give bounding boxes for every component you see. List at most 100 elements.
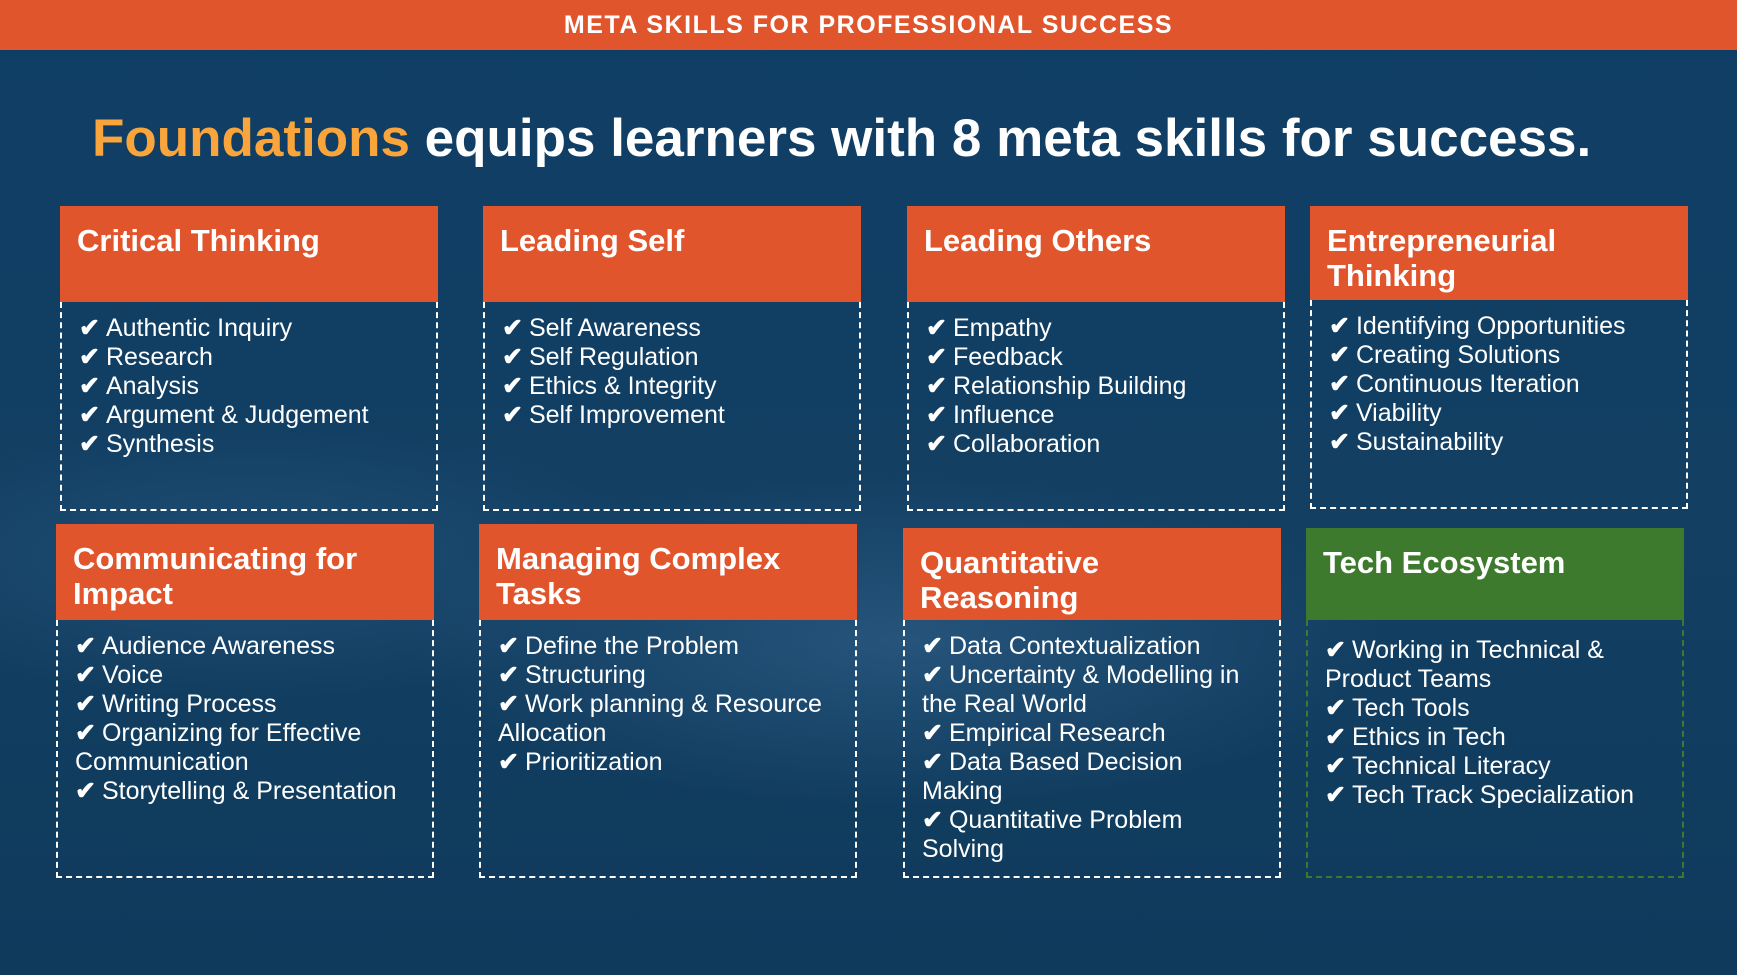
check-icon: ✔	[79, 343, 100, 371]
skill-item: ✔ Sustainability	[1329, 428, 1504, 456]
skill-item: ✔ Identifying Opportunities	[1329, 312, 1626, 340]
check-icon: ✔	[79, 314, 100, 342]
card-body-leading-others: ✔ Empathy ✔ Feedback ✔ Relationship Buildin…	[907, 302, 1285, 511]
skill-item: ✔ Quantitative Problem Solving	[922, 806, 1183, 863]
skill-item: ✔ Synthesis	[79, 430, 215, 458]
card-title: Tech Ecosystem	[1323, 545, 1566, 580]
skill-item: ✔ Define the Problem	[498, 632, 739, 660]
skill-item: ✔ Writing Process	[75, 690, 277, 718]
skill-item: ✔ Collaboration	[926, 430, 1101, 458]
check-icon: ✔	[1325, 781, 1346, 809]
check-icon: ✔	[1325, 694, 1346, 722]
skill-item: ✔ Data Based Decision Making	[922, 748, 1183, 805]
check-icon: ✔	[75, 661, 96, 689]
skill-item: ✔ Work planning & Resource Allocation	[498, 690, 822, 747]
skill-item: ✔ Relationship Building	[926, 372, 1187, 400]
headline-highlight: Foundations	[92, 109, 410, 168]
check-icon: ✔	[75, 632, 96, 660]
check-icon: ✔	[926, 314, 947, 342]
check-icon: ✔	[1329, 399, 1350, 427]
card-title: Entrepreneurial Thinking	[1327, 223, 1557, 293]
check-icon: ✔	[922, 806, 943, 834]
check-icon: ✔	[498, 661, 519, 689]
card-header-leading-self: Leading Self	[483, 206, 861, 302]
card-body-managing-complex-tasks: ✔ Define the Problem ✔ Structuring ✔ Work p…	[479, 620, 857, 878]
skill-item: ✔ Storytelling & Presentation	[75, 777, 397, 805]
headline: Foundations equips learners with 8 meta …	[92, 108, 1692, 169]
check-icon: ✔	[498, 748, 519, 776]
skill-item: ✔ Argument & Judgement	[79, 401, 369, 429]
card-title: Leading Others	[924, 223, 1152, 258]
skill-item: ✔ Empirical Research	[922, 719, 1166, 747]
check-icon: ✔	[502, 401, 523, 429]
card-header-leading-others: Leading Others	[907, 206, 1285, 302]
skill-item: ✔ Technical Literacy	[1325, 752, 1551, 780]
card-body-quantitative-reasoning: ✔ Data Contextualization ✔ Uncertainty & M…	[903, 620, 1281, 878]
skill-item: ✔ Self Regulation	[502, 343, 699, 371]
skill-item: ✔ Influence	[926, 401, 1055, 429]
card-header-entrepreneurial-thinking: Entrepreneurial Thinking	[1310, 206, 1688, 300]
card-body-critical-thinking: ✔ Authentic Inquiry ✔ Research ✔ Analysis ✔…	[60, 302, 438, 511]
check-icon: ✔	[1329, 341, 1350, 369]
skill-item: ✔ Feedback	[926, 343, 1063, 371]
card-body-entrepreneurial-thinking: ✔ Identifying Opportunities ✔ Creating Sol…	[1310, 300, 1688, 509]
check-icon: ✔	[79, 430, 100, 458]
card-body-leading-self: ✔ Self Awareness ✔ Self Regulation ✔ Ethics…	[483, 302, 861, 511]
check-icon: ✔	[922, 632, 943, 660]
check-icon: ✔	[926, 401, 947, 429]
check-icon: ✔	[922, 719, 943, 747]
check-icon: ✔	[502, 314, 523, 342]
card-header-managing-complex-tasks: Managing Complex Tasks	[479, 524, 857, 620]
card-title: Quantitative Reasoning	[920, 545, 1100, 615]
skill-item: ✔ Self Awareness	[502, 314, 701, 342]
check-icon: ✔	[1329, 312, 1350, 340]
skill-item: ✔ Creating Solutions	[1329, 341, 1561, 369]
check-icon: ✔	[502, 372, 523, 400]
card-title: Communicating for Impact	[73, 541, 358, 611]
check-icon: ✔	[75, 690, 96, 718]
check-icon: ✔	[75, 777, 96, 805]
check-icon: ✔	[498, 690, 519, 718]
check-icon: ✔	[75, 719, 96, 747]
skill-item: ✔ Self Improvement	[502, 401, 725, 429]
check-icon: ✔	[1325, 752, 1346, 780]
check-icon: ✔	[922, 661, 943, 689]
check-icon: ✔	[1325, 636, 1346, 664]
check-icon: ✔	[502, 343, 523, 371]
card-header-communicating-for-impact: Communicating for Impact	[56, 524, 434, 620]
skill-item: ✔ Uncertainty & Modelling in the Real Wor…	[922, 661, 1240, 718]
skill-item: ✔ Continuous Iteration	[1329, 370, 1580, 398]
card-title: Managing Complex Tasks	[496, 541, 781, 611]
card-body-tech-ecosystem: ✔ Working in Technical & Product Teams ✔ T…	[1306, 620, 1684, 878]
check-icon: ✔	[922, 748, 943, 776]
skill-item: ✔ Structuring	[498, 661, 646, 689]
check-icon: ✔	[926, 372, 947, 400]
check-icon: ✔	[1325, 723, 1346, 751]
skill-item: ✔ Research	[79, 343, 213, 371]
card-header-quantitative-reasoning: Quantitative Reasoning	[903, 528, 1281, 620]
card-header-tech-ecosystem: Tech Ecosystem	[1306, 528, 1684, 620]
skill-item: ✔ Tech Tools	[1325, 694, 1470, 722]
skill-item: ✔ Ethics & Integrity	[502, 372, 717, 400]
card-title: Critical Thinking	[77, 223, 320, 258]
check-icon: ✔	[79, 401, 100, 429]
skill-item: ✔ Authentic Inquiry	[79, 314, 293, 342]
card-title: Leading Self	[500, 223, 685, 258]
skill-item: ✔ Voice	[75, 661, 164, 689]
check-icon: ✔	[1329, 370, 1350, 398]
card-body-communicating-for-impact: ✔ Audience Awareness ✔ Voice ✔ Writing Proc…	[56, 620, 434, 878]
skill-item: ✔ Organizing for Effective Communication	[75, 719, 362, 776]
skill-item: ✔ Prioritization	[498, 748, 663, 776]
check-icon: ✔	[926, 430, 947, 458]
check-icon: ✔	[79, 372, 100, 400]
skill-item: ✔ Analysis	[79, 372, 200, 400]
skill-item: ✔ Tech Track Specialization	[1325, 781, 1635, 809]
headline-text: equips learners with 8 meta skills for s…	[409, 109, 1592, 168]
card-header-critical-thinking: Critical Thinking	[60, 206, 438, 302]
skill-item: ✔ Empathy	[926, 314, 1052, 342]
skill-item: ✔ Audience Awareness	[75, 632, 335, 660]
skill-item: ✔ Viability	[1329, 399, 1442, 427]
check-icon: ✔	[1329, 428, 1350, 456]
banner-title: META SKILLS FOR PROFESSIONAL SUCCESS	[563, 10, 1174, 39]
